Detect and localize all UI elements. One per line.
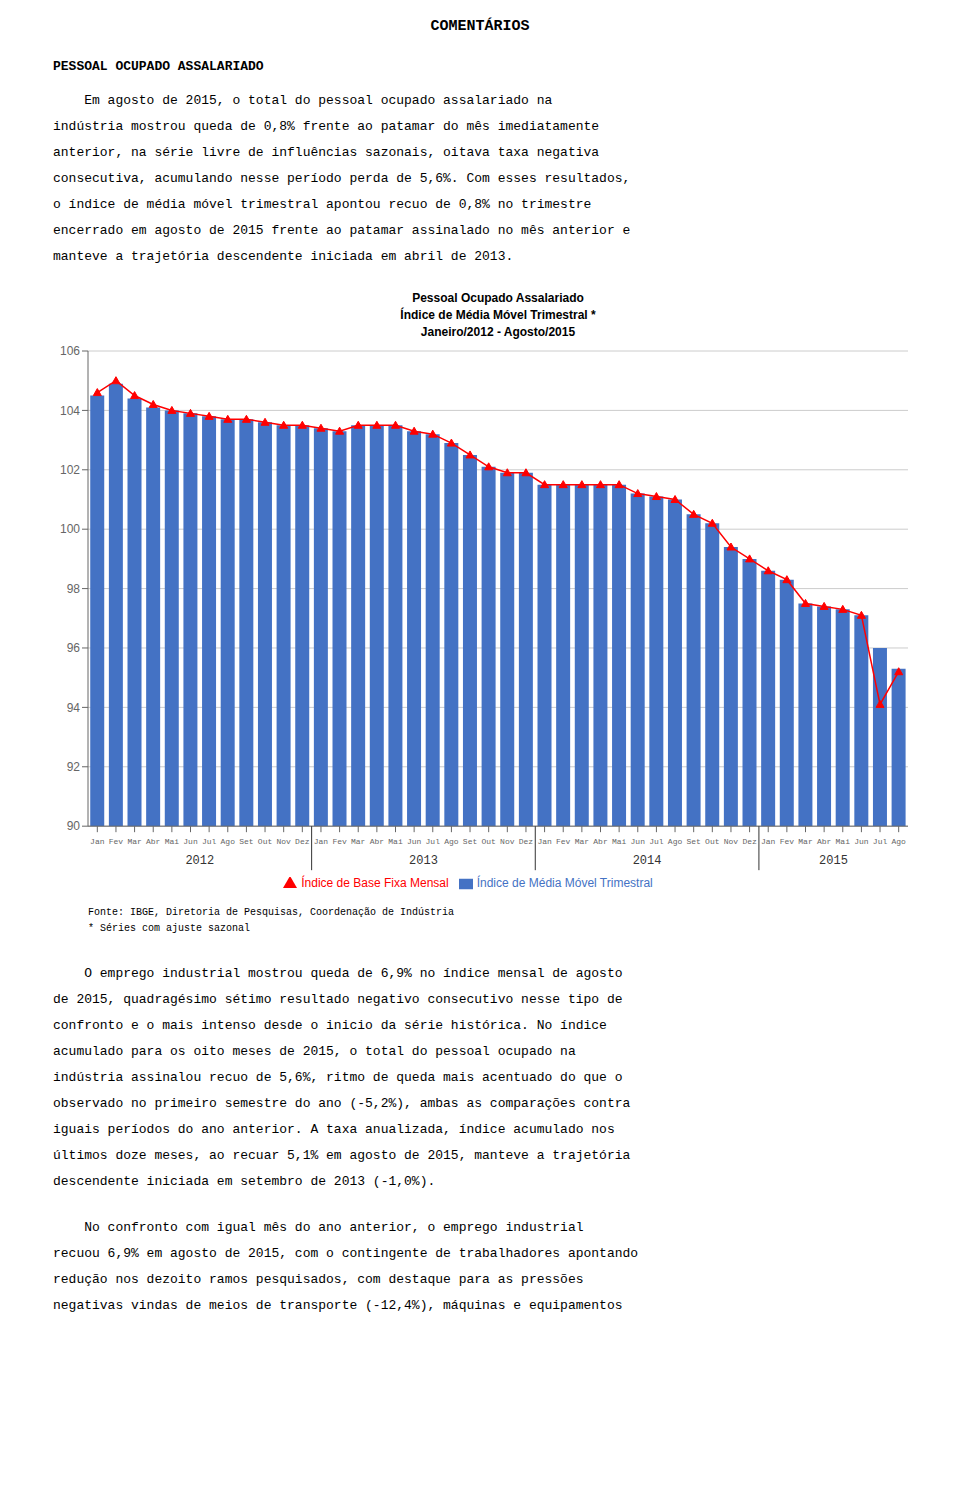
svg-text:2013: 2013 (409, 854, 438, 868)
svg-text:Mai: Mai (388, 837, 403, 846)
html-text:encerrado em agosto de 2015 fr: encerrado em agosto de 2015 frente ao pa… (53, 223, 631, 238)
svg-text:Jul: Jul (426, 837, 441, 846)
html-text:No confronto com igual mês do: No confronto com igual mês do ano anteri… (53, 1220, 584, 1235)
svg-text:2014: 2014 (633, 854, 662, 868)
svg-text:94: 94 (67, 701, 81, 715)
svg-text:Jun: Jun (854, 837, 869, 846)
svg-text:Dez: Dez (742, 837, 757, 846)
html-text:O emprego industrial mostrou q: O emprego industrial mostrou queda de 6,… (53, 966, 623, 981)
svg-text:Abr: Abr (593, 837, 608, 846)
html-text:Pessoal Ocupado Assalariado: Pessoal Ocupado Assalariado (412, 291, 584, 305)
html-text:Índice de Base Fixa Mensal: Índice de Base Fixa Mensal (301, 876, 449, 891)
html-text:indústria mostrou queda de 0,8: indústria mostrou queda de 0,8% frente a… (53, 119, 600, 134)
svg-text:Fev: Fev (332, 837, 347, 846)
svg-text:90: 90 (67, 819, 81, 833)
svg-text:Fev: Fev (780, 837, 795, 846)
svg-text:Set: Set (686, 837, 700, 846)
svg-text:Set: Set (463, 837, 477, 846)
svg-text:Abr: Abr (817, 837, 832, 846)
html-text:o índice de média móvel trimes: o índice de média móvel trimestral apont… (53, 197, 592, 212)
html-text:consecutiva, acumulando nesse: consecutiva, acumulando nesse período pe… (53, 171, 631, 186)
svg-text:Mar: Mar (127, 837, 142, 846)
html-text:* Séries com ajuste sazonal: * Séries com ajuste sazonal (88, 923, 250, 934)
svg-text:Jul: Jul (202, 837, 217, 846)
svg-text:Jul: Jul (649, 837, 664, 846)
html-text:recuou 6,9% em agosto de 2015,: recuou 6,9% em agosto de 2015, com o con… (53, 1246, 639, 1261)
html-text:Em agosto de 2015, o total do: Em agosto de 2015, o total do pessoal oc… (53, 93, 553, 108)
svg-text:Jan: Jan (761, 837, 776, 846)
svg-text:Out: Out (481, 837, 495, 846)
svg-text:100: 100 (60, 522, 80, 536)
svg-text:106: 106 (60, 344, 80, 358)
svg-text:Fev: Fev (109, 837, 124, 846)
html-text:Índice de Média Móvel Trimestr: Índice de Média Móvel Trimestral (476, 876, 653, 891)
svg-text:Ago: Ago (668, 837, 683, 846)
svg-text:98: 98 (67, 582, 81, 596)
svg-text:96: 96 (67, 641, 81, 655)
svg-text:92: 92 (67, 760, 81, 774)
svg-text:Mai: Mai (612, 837, 627, 846)
svg-text:Set: Set (239, 837, 253, 846)
svg-text:Out: Out (705, 837, 719, 846)
svg-text:Dez: Dez (519, 837, 534, 846)
html-text:redução nos dezoito ramos pesq: redução nos dezoito ramos pesquisados, c… (53, 1272, 584, 1287)
html-text:iguais períodos do ano anterio: iguais períodos do ano anterior. A taxa … (53, 1122, 615, 1137)
html-text:COMENTÁRIOS: COMENTÁRIOS (430, 18, 530, 35)
svg-text:Jun: Jun (631, 837, 646, 846)
html-text:confronto e o mais intenso des: confronto e o mais intenso desde o inici… (53, 1018, 607, 1033)
html-text:acumulado para os oito meses d: acumulado para os oito meses de 2015, o … (53, 1044, 576, 1059)
svg-text:2015: 2015 (819, 854, 848, 868)
svg-text:Out: Out (258, 837, 272, 846)
html-text:Fonte: IBGE, Diretoria de Pesq: Fonte: IBGE, Diretoria de Pesquisas, Coo… (88, 907, 455, 918)
svg-text:Fev: Fev (556, 837, 571, 846)
svg-text:Jan: Jan (537, 837, 552, 846)
svg-text:Jan: Jan (90, 837, 105, 846)
svg-text:Abr: Abr (370, 837, 385, 846)
svg-text:Mar: Mar (575, 837, 590, 846)
svg-text:Jul: Jul (873, 837, 888, 846)
svg-text:Ago: Ago (221, 837, 236, 846)
svg-text:Mai: Mai (165, 837, 180, 846)
html-text:anterior, na série livre de in: anterior, na série livre de influências … (53, 145, 600, 160)
svg-text:Ago: Ago (444, 837, 459, 846)
svg-text:Ago: Ago (891, 837, 906, 846)
svg-text:Jan: Jan (314, 837, 329, 846)
svg-text:Mai: Mai (836, 837, 851, 846)
svg-text:Jun: Jun (407, 837, 422, 846)
html-text:Janeiro/2012 - Agosto/2015: Janeiro/2012 - Agosto/2015 (420, 325, 576, 339)
svg-text:104: 104 (60, 404, 80, 418)
svg-text:Jun: Jun (183, 837, 198, 846)
html-text:Índice de Média Móvel Trimestr: Índice de Média Móvel Trimestral * (400, 308, 596, 322)
html-text:descendente iniciada em setemb: descendente iniciada em setembro de 2013… (53, 1174, 436, 1189)
html-text:PESSOAL OCUPADO ASSALARIADO: PESSOAL OCUPADO ASSALARIADO (53, 59, 264, 74)
svg-text:Mar: Mar (798, 837, 813, 846)
html-text:manteve a trajetória descenden: manteve a trajetória descendente iniciad… (53, 249, 514, 264)
html-text:observado no primeiro semestre: observado no primeiro semestre do ano (-… (53, 1096, 631, 1111)
svg-text:102: 102 (60, 463, 80, 477)
svg-text:Nov: Nov (724, 837, 739, 846)
html-text:de 2015, quadragésimo sétimo r: de 2015, quadragésimo sétimo resultado n… (53, 992, 623, 1007)
svg-text:2012: 2012 (185, 854, 214, 868)
svg-text:Nov: Nov (500, 837, 515, 846)
svg-text:Mar: Mar (351, 837, 366, 846)
svg-text:Dez: Dez (295, 837, 310, 846)
html-text:últimos doze meses, ao recuar: últimos doze meses, ao recuar 5,1% em ag… (53, 1148, 631, 1163)
svg-text:Abr: Abr (146, 837, 161, 846)
html-text:negativas vindas de meios de t: negativas vindas de meios de transporte … (53, 1298, 623, 1313)
html-text:indústria assinalou recuo de 5: indústria assinalou recuo de 5,6%, ritmo… (53, 1070, 623, 1085)
svg-text:Nov: Nov (276, 837, 291, 846)
